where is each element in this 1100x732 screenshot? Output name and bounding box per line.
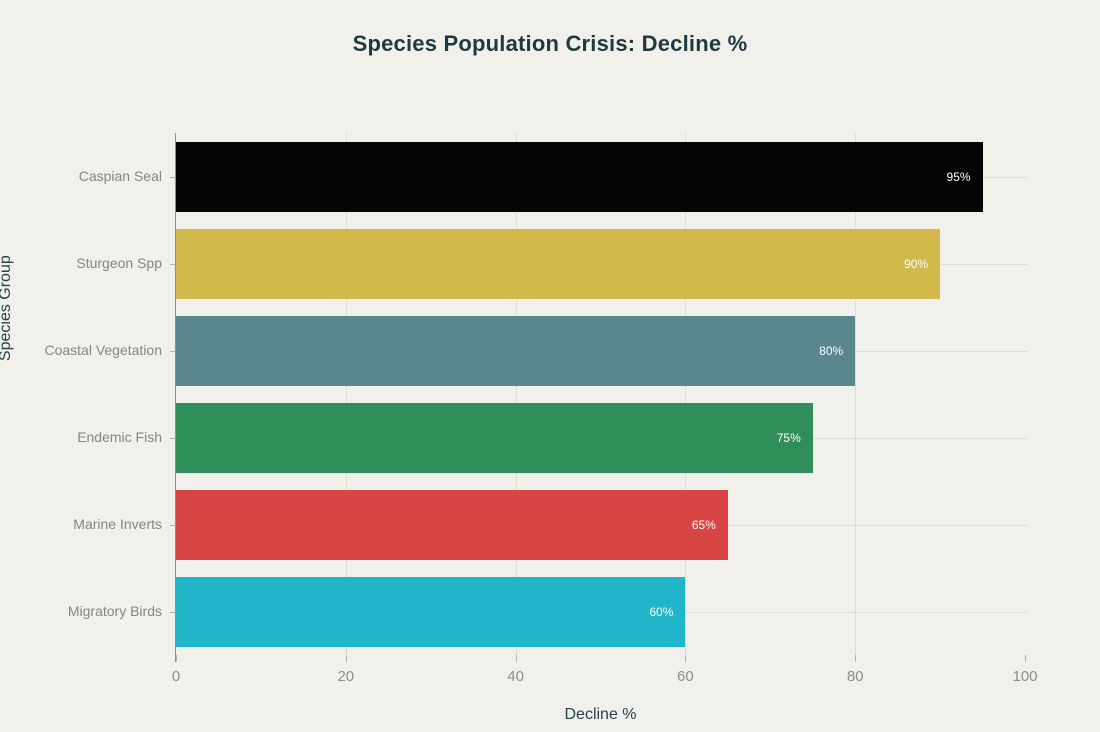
x-tick-mark (345, 655, 347, 662)
x-tick-label: 80 (846, 668, 864, 685)
x-tick-label: 20 (337, 668, 355, 685)
x-tick-label: 0 (171, 668, 181, 685)
x-tick-mark (855, 655, 857, 662)
category-label: Caspian Seal (78, 167, 162, 184)
y-tick-mark (170, 611, 175, 613)
vertical-gridline (515, 133, 517, 655)
vertical-gridline (685, 133, 687, 655)
x-tick-label: 100 (1012, 668, 1038, 685)
bar-value-label: 60% (649, 604, 674, 619)
bar-coastal-vegetation: 80% (176, 315, 856, 386)
bar-value-label: 95% (946, 169, 971, 184)
y-tick-mark (170, 176, 175, 178)
bar-sturgeon-spp: 90% (176, 228, 941, 299)
vertical-gridline (345, 133, 347, 655)
x-tick-mark (515, 655, 517, 662)
category-label: Marine Inverts (73, 515, 162, 532)
chart-title: Species Population Crisis: Decline % (352, 31, 748, 56)
category-label: Coastal Vegetation (44, 341, 162, 358)
bar-caspian-seal: 95% (176, 141, 983, 212)
x-tick-label: 60 (677, 668, 694, 685)
x-tick-mark (1025, 655, 1026, 662)
bar-migratory-birds: 60% (176, 576, 686, 647)
y-tick-mark (170, 437, 175, 439)
y-axis-line (175, 133, 176, 662)
x-tick-mark (685, 655, 687, 662)
bar-value-label: 90% (904, 256, 929, 271)
bar-marine-inverts: 65% (176, 489, 728, 560)
category-label: Migratory Birds (67, 602, 162, 619)
bar-value-label: 75% (776, 430, 801, 445)
x-axis-title: Decline % (564, 706, 637, 723)
category-label: Sturgeon Spp (76, 254, 162, 271)
x-tick-mark (176, 655, 177, 662)
y-tick-mark (170, 350, 175, 352)
y-tick-mark (170, 263, 175, 265)
category-label: Endemic Fish (77, 428, 162, 445)
vertical-gridline (855, 133, 857, 655)
y-tick-mark (170, 524, 175, 526)
bar-value-label: 80% (819, 343, 844, 358)
plot-area: 95% Caspian Seal 90% Sturgeon Spp 80% Coastal… (44, 133, 1038, 685)
bar-endemic-fish: 75% (176, 402, 813, 473)
bar-value-label: 65% (691, 517, 716, 532)
x-tick-label: 40 (507, 668, 524, 685)
